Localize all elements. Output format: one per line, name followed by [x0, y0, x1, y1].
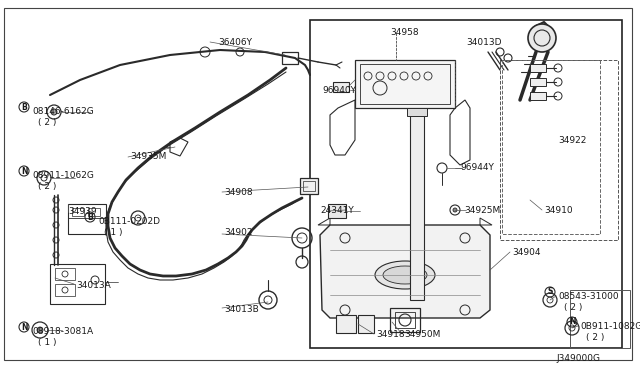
- Text: 34013D: 34013D: [466, 38, 502, 47]
- Text: 08146-6162G: 08146-6162G: [32, 107, 93, 116]
- Text: 34950M: 34950M: [404, 330, 440, 339]
- Bar: [407, 108, 427, 116]
- Bar: [530, 78, 546, 86]
- Bar: [300, 178, 318, 194]
- Text: J349000G: J349000G: [556, 354, 600, 363]
- Text: 34908: 34908: [224, 188, 253, 197]
- Text: N: N: [20, 167, 28, 176]
- Text: 34910: 34910: [544, 206, 573, 215]
- Bar: [360, 64, 450, 104]
- Text: 24341Y: 24341Y: [320, 206, 354, 215]
- Bar: [55, 284, 75, 296]
- Bar: [336, 315, 356, 333]
- Bar: [390, 308, 420, 332]
- Bar: [310, 20, 622, 348]
- Circle shape: [453, 208, 457, 212]
- Text: N: N: [569, 317, 575, 327]
- Text: ( 2 ): ( 2 ): [586, 333, 604, 342]
- Text: ( 2 ): ( 2 ): [564, 303, 582, 312]
- Bar: [355, 60, 455, 108]
- Circle shape: [37, 327, 43, 333]
- Text: 96944Y: 96944Y: [460, 163, 494, 172]
- Ellipse shape: [383, 266, 427, 284]
- Text: 34939: 34939: [68, 207, 97, 216]
- Bar: [410, 110, 424, 300]
- Bar: [72, 208, 84, 216]
- Bar: [502, 60, 600, 234]
- Text: B: B: [21, 103, 27, 112]
- Text: N: N: [20, 323, 28, 331]
- Bar: [328, 204, 346, 218]
- Text: 0B911-1082G: 0B911-1082G: [580, 322, 640, 331]
- Text: 34925M: 34925M: [464, 206, 500, 215]
- Text: 08911-1062G: 08911-1062G: [32, 171, 94, 180]
- Text: 34904: 34904: [512, 248, 541, 257]
- Bar: [50, 264, 105, 304]
- Text: 96940Y: 96940Y: [322, 86, 356, 95]
- Text: 34922: 34922: [558, 136, 586, 145]
- Bar: [55, 268, 75, 280]
- Circle shape: [51, 109, 57, 115]
- Bar: [333, 82, 349, 92]
- Bar: [570, 290, 630, 348]
- Text: S: S: [547, 288, 553, 296]
- Text: ( 2 ): ( 2 ): [38, 118, 56, 127]
- Text: ( 1 ): ( 1 ): [104, 228, 122, 237]
- Circle shape: [528, 24, 556, 52]
- Text: 34935M: 34935M: [130, 152, 166, 161]
- Text: B: B: [87, 212, 93, 221]
- Text: 34958: 34958: [390, 28, 419, 37]
- Bar: [68, 204, 106, 234]
- Text: 08543-31000: 08543-31000: [558, 292, 619, 301]
- Text: 08918-3081A: 08918-3081A: [32, 327, 93, 336]
- Polygon shape: [320, 225, 490, 318]
- Text: ( 2 ): ( 2 ): [38, 182, 56, 191]
- Bar: [358, 315, 374, 333]
- Text: 34013B: 34013B: [224, 305, 259, 314]
- Text: 34902: 34902: [224, 228, 253, 237]
- Text: 34013A: 34013A: [76, 281, 111, 290]
- Bar: [282, 52, 298, 64]
- Bar: [88, 208, 100, 216]
- Text: 36406Y: 36406Y: [218, 38, 252, 47]
- Bar: [395, 312, 415, 328]
- Bar: [500, 60, 618, 240]
- Text: ( 1 ): ( 1 ): [38, 338, 56, 347]
- Ellipse shape: [375, 261, 435, 289]
- Bar: [530, 92, 546, 100]
- Text: 34918: 34918: [376, 330, 404, 339]
- Bar: [530, 64, 546, 72]
- Bar: [303, 181, 315, 191]
- Text: 0B111-0202D: 0B111-0202D: [98, 217, 160, 226]
